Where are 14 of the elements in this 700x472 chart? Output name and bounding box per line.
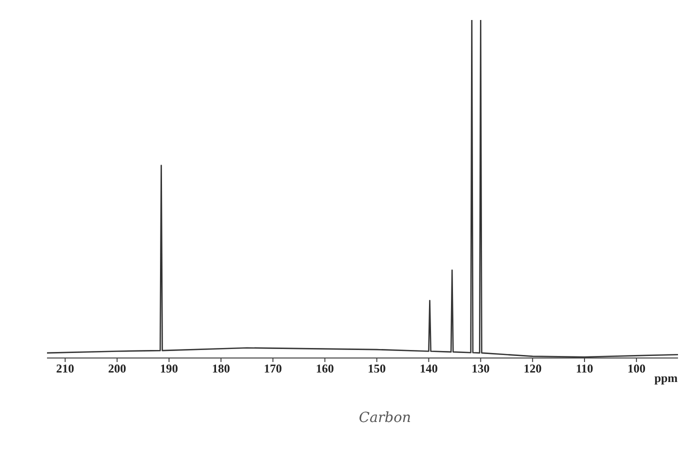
text: Carbon [358,410,412,426]
x-tick-label: 170 [264,362,282,376]
x-tick-label: 200 [108,362,126,376]
x-tick-label: 110 [576,362,594,376]
x-tick-label: 100 [627,362,646,376]
x-tick-label: 140 [420,362,438,376]
x-tick-label: 120 [524,362,542,376]
x-tick-label: 180 [212,362,230,376]
x-tick-label: 150 [368,362,386,376]
x-axis-title: ppm [654,371,678,385]
x-tick-label: 190 [160,362,178,376]
x-tick-label: 210 [56,362,74,376]
x-tick-label: 130 [472,362,490,376]
x-tick-label: 160 [316,362,334,376]
